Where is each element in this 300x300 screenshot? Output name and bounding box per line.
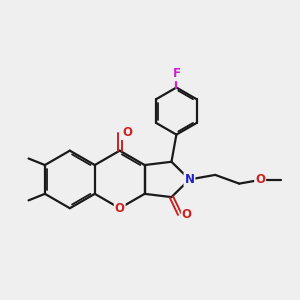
Text: F: F — [172, 67, 180, 80]
Text: O: O — [122, 126, 132, 139]
Text: O: O — [182, 208, 192, 220]
Text: O: O — [255, 173, 265, 186]
Text: O: O — [115, 202, 125, 215]
Text: N: N — [184, 173, 194, 186]
